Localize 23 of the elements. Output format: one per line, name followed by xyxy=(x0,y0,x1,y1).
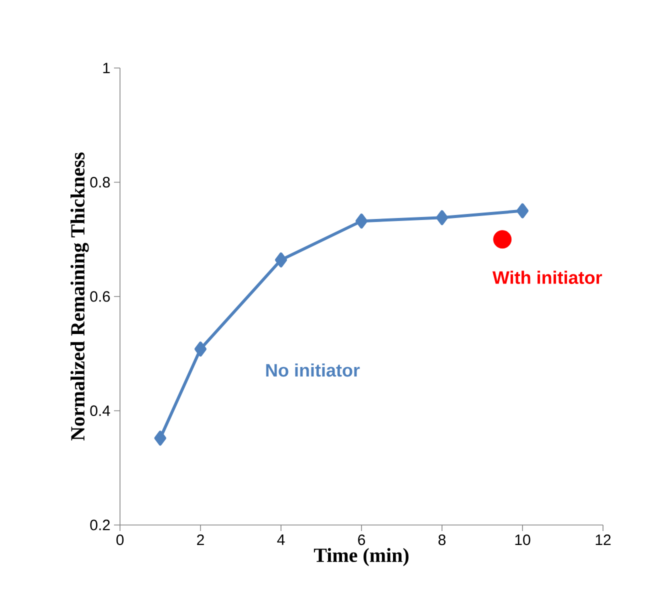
y-tick-label: 1 xyxy=(103,62,110,74)
y-axis-title: Normalized Remaining Thickness xyxy=(70,152,89,441)
x-tick-label: 12 xyxy=(596,534,611,545)
x-tick-label: 0 xyxy=(116,534,124,546)
y-tick-label: 0.4 xyxy=(90,405,110,416)
y-tick-label: 0.2 xyxy=(90,520,110,530)
point xyxy=(516,203,529,218)
y-tick-label: 0.8 xyxy=(90,176,110,188)
y-tick-label: 0.6 xyxy=(90,291,110,302)
text: No initiator xyxy=(266,363,360,377)
x-tick-label: 2 xyxy=(197,534,204,545)
point xyxy=(436,210,448,226)
point xyxy=(275,252,288,268)
point xyxy=(493,230,512,249)
point xyxy=(194,342,207,357)
series-label: With initiator xyxy=(492,270,602,284)
x-tick-label: 6 xyxy=(358,534,366,546)
x-tick-label: 10 xyxy=(515,534,530,546)
point xyxy=(154,430,166,446)
x-axis-title: Time (min) xyxy=(314,548,408,566)
point xyxy=(356,214,368,229)
x-tick-label: 4 xyxy=(277,534,285,545)
x-tick-label: 8 xyxy=(438,534,446,546)
